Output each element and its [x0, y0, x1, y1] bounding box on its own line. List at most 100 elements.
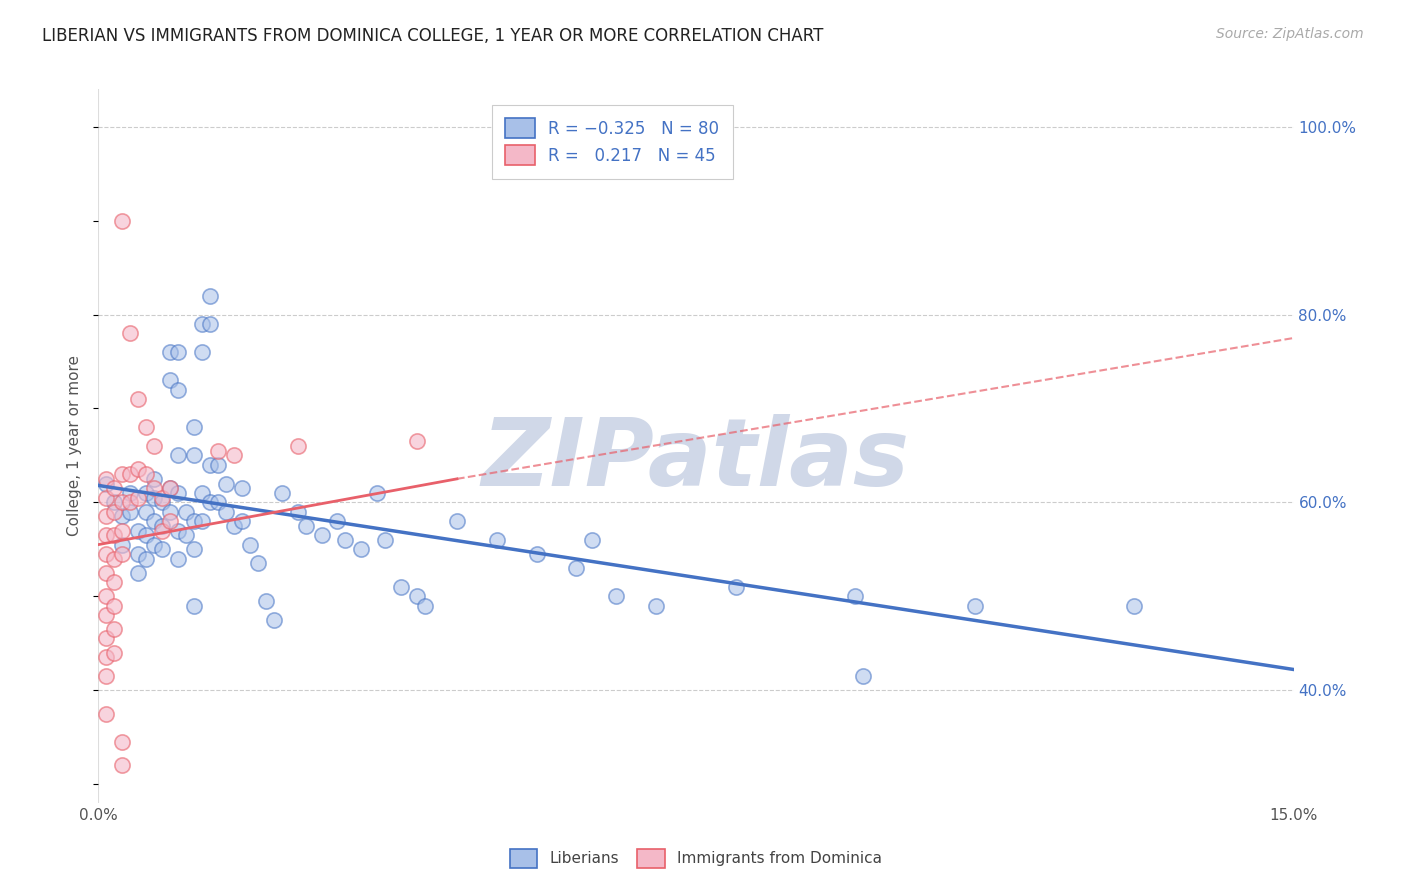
- Point: [526, 547, 548, 561]
- Point: [135, 528, 157, 542]
- Point: [350, 542, 373, 557]
- Point: [167, 551, 190, 566]
- Point: [111, 467, 134, 482]
- Y-axis label: College, 1 year or more: College, 1 year or more: [67, 356, 83, 536]
- Point: [294, 518, 316, 533]
- Point: [215, 476, 238, 491]
- Point: [135, 551, 157, 566]
- Point: [231, 514, 253, 528]
- Point: [127, 462, 149, 476]
- Point: [963, 599, 986, 613]
- Point: [127, 524, 149, 538]
- Point: [111, 509, 134, 524]
- Point: [96, 706, 118, 721]
- Point: [263, 613, 285, 627]
- Point: [96, 472, 118, 486]
- Point: [406, 434, 429, 449]
- Point: [413, 599, 436, 613]
- Point: [150, 524, 173, 538]
- Point: [96, 491, 118, 505]
- Point: [222, 449, 245, 463]
- Point: [159, 505, 181, 519]
- Point: [103, 528, 125, 542]
- Point: [198, 317, 221, 331]
- Point: [852, 669, 875, 683]
- Point: [150, 518, 173, 533]
- Point: [96, 669, 118, 683]
- Point: [183, 420, 205, 434]
- Point: [311, 528, 333, 542]
- Point: [326, 514, 349, 528]
- Point: [581, 533, 603, 547]
- Point: [183, 449, 205, 463]
- Point: [231, 481, 253, 495]
- Point: [270, 486, 292, 500]
- Point: [191, 486, 214, 500]
- Point: [198, 495, 221, 509]
- Point: [150, 542, 173, 557]
- Point: [135, 467, 157, 482]
- Point: [103, 646, 125, 660]
- Point: [135, 420, 157, 434]
- Point: [446, 514, 468, 528]
- Point: [724, 580, 747, 594]
- Text: LIBERIAN VS IMMIGRANTS FROM DOMINICA COLLEGE, 1 YEAR OR MORE CORRELATION CHART: LIBERIAN VS IMMIGRANTS FROM DOMINICA COL…: [42, 27, 824, 45]
- Point: [191, 345, 214, 359]
- Point: [198, 458, 221, 472]
- Point: [143, 491, 166, 505]
- Text: ZIPatlas: ZIPatlas: [482, 414, 910, 507]
- Point: [239, 538, 262, 552]
- Point: [103, 495, 125, 509]
- Point: [159, 514, 181, 528]
- Point: [143, 439, 166, 453]
- Point: [96, 566, 118, 580]
- Point: [96, 650, 118, 665]
- Point: [844, 589, 866, 603]
- Point: [111, 758, 134, 772]
- Point: [167, 449, 190, 463]
- Point: [96, 528, 118, 542]
- Point: [167, 383, 190, 397]
- Point: [96, 607, 118, 622]
- Point: [207, 443, 229, 458]
- Point: [198, 289, 221, 303]
- Legend: Liberians, Immigrants from Dominica: Liberians, Immigrants from Dominica: [503, 843, 889, 873]
- Point: [1123, 599, 1146, 613]
- Point: [127, 491, 149, 505]
- Point: [120, 505, 142, 519]
- Point: [485, 533, 508, 547]
- Point: [127, 566, 149, 580]
- Point: [96, 476, 118, 491]
- Point: [103, 551, 125, 566]
- Point: [159, 481, 181, 495]
- Point: [159, 345, 181, 359]
- Point: [174, 505, 197, 519]
- Point: [111, 547, 134, 561]
- Point: [159, 481, 181, 495]
- Point: [111, 213, 134, 227]
- Point: [287, 505, 309, 519]
- Point: [287, 439, 309, 453]
- Point: [167, 524, 190, 538]
- Point: [191, 514, 214, 528]
- Point: [111, 495, 134, 509]
- Point: [167, 345, 190, 359]
- Point: [127, 392, 149, 406]
- Point: [150, 495, 173, 509]
- Point: [366, 486, 388, 500]
- Point: [183, 542, 205, 557]
- Point: [143, 481, 166, 495]
- Point: [111, 524, 134, 538]
- Point: [120, 495, 142, 509]
- Point: [159, 373, 181, 387]
- Point: [96, 589, 118, 603]
- Point: [222, 518, 245, 533]
- Point: [111, 735, 134, 749]
- Text: Source: ZipAtlas.com: Source: ZipAtlas.com: [1216, 27, 1364, 41]
- Point: [246, 557, 269, 571]
- Point: [103, 481, 125, 495]
- Point: [191, 317, 214, 331]
- Point: [645, 599, 668, 613]
- Point: [135, 505, 157, 519]
- Point: [96, 632, 118, 646]
